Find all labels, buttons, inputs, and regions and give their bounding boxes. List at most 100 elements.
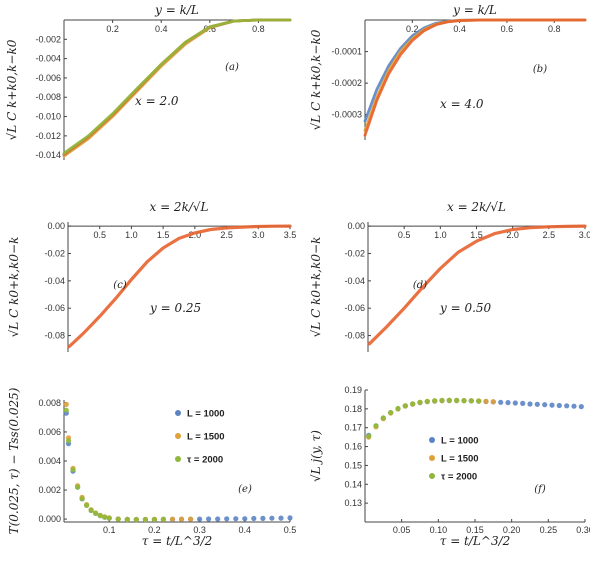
data-point	[124, 516, 130, 523]
data-point	[534, 401, 540, 407]
x-tick-label: 1.0	[125, 230, 138, 240]
x-axis-label: τ = t/L^3/2	[440, 534, 511, 548]
data-point	[133, 516, 139, 523]
data-point	[224, 516, 230, 522]
legend-swatch	[175, 456, 181, 462]
data-point	[520, 400, 526, 406]
x-tick-label: 2.5	[543, 230, 556, 240]
y-tick-label: 0.16	[344, 442, 362, 452]
data-point	[88, 507, 94, 513]
panel-annotation: y = 0.50	[439, 301, 492, 315]
x-tick-label: 3.0	[252, 230, 265, 240]
x-tick-label: 1.5	[470, 230, 483, 240]
x-tick-label: 0.4	[453, 24, 466, 34]
y-tick-label: 0.13	[344, 498, 362, 508]
data-point	[215, 516, 221, 522]
y-tick-label: -0.02	[344, 248, 365, 258]
y-tick-label: -0.008	[35, 92, 61, 102]
x-tick-label: 0.5	[284, 525, 297, 535]
x-tick-label: 0.25	[540, 525, 558, 535]
x-tick-label: 0.6	[501, 24, 514, 34]
panel-tag: (c)	[113, 280, 127, 291]
y-tick-label: -0.006	[35, 73, 61, 83]
axis-top-label: x = 2k/√L	[149, 200, 208, 214]
y-tick-label: -0.002	[35, 34, 61, 44]
data-point	[417, 399, 423, 405]
data-point	[498, 399, 504, 405]
x-tick-label: 0.5	[93, 230, 106, 240]
series-line-0	[67, 224, 292, 349]
y-tick-label: -0.0001	[331, 47, 362, 57]
y-axis-label: T(0.025, τ) − Tss(0.025)	[7, 387, 21, 534]
y-tick-label: -0.014	[35, 150, 61, 160]
data-point	[75, 484, 81, 490]
y-tick-label: 0.19	[344, 385, 362, 395]
x-tick-label: 0.2	[406, 24, 419, 34]
x-axis-label: τ = t/L^3/2	[142, 534, 213, 548]
data-point	[206, 516, 212, 522]
x-tick-label: 0.30	[576, 525, 590, 535]
y-tick-label: -0.04	[44, 276, 65, 286]
series-line-0	[367, 224, 587, 346]
data-point	[527, 401, 533, 407]
x-tick-label: 3.0	[579, 230, 590, 240]
chart-panel-a: 0.2 0.4 0.6 0.8-0.002-0.004-0.006-0.008-0.0…	[5, 3, 292, 160]
series-line-2	[62, 18, 292, 156]
legend-entry: L = 1000	[441, 436, 479, 447]
y-tick-label: 0.006	[38, 427, 61, 437]
data-point	[505, 400, 511, 406]
x-tick-label: 0.1	[103, 525, 116, 535]
x-tick-label: 1.0	[434, 230, 447, 240]
y-tick-label: 0.004	[38, 456, 61, 466]
data-point	[233, 516, 239, 522]
data-point	[424, 398, 430, 404]
data-point	[461, 398, 467, 404]
x-tick-label: 0.05	[393, 525, 411, 535]
axis-top-label: y = k/L	[452, 3, 497, 17]
data-point	[549, 402, 555, 408]
chart-panel-d: 0.5 1.0 1.5 2.0 2.5 3.0 0.00 -0.02 -0.04 -0.06 -0.…	[309, 200, 590, 352]
y-tick-label: 0.14	[344, 479, 362, 489]
panel-annotation: x = 4.0	[440, 97, 484, 111]
panel-annotation: y = 0.25	[149, 301, 201, 315]
data-point	[373, 423, 379, 429]
data-point	[188, 516, 194, 522]
panel-tag: (f)	[534, 484, 546, 495]
data-point	[63, 407, 69, 413]
chart-panel-c: 0.5 1.0 1.5 2.0 2.5 3.0 3.5 0.00 -0.02 -0.04 -0.06…	[7, 200, 296, 352]
data-point	[142, 516, 148, 523]
y-axis-label: √L C k0+k,k0−k	[309, 237, 323, 338]
data-point	[410, 401, 416, 407]
x-tick-label: 0.4	[239, 525, 252, 535]
data-point	[490, 399, 496, 405]
panel-tag: (d)	[413, 280, 427, 291]
series-line-0	[62, 18, 292, 157]
data-point	[65, 438, 72, 444]
legend-swatch	[175, 433, 181, 439]
panel-tag: (a)	[225, 62, 239, 73]
y-tick-label: 0.00	[347, 221, 365, 231]
y-tick-label: 0.008	[38, 398, 61, 408]
data-point	[102, 514, 108, 520]
data-point	[169, 516, 176, 522]
legend-entry: L = 1000	[187, 409, 225, 420]
data-point	[388, 410, 394, 416]
y-tick-label: -0.08	[44, 331, 65, 341]
axis-top-label: x = 2k/√L	[447, 200, 506, 214]
data-point	[564, 403, 570, 409]
data-point	[278, 515, 284, 521]
x-tick-label: 3.5	[284, 230, 297, 240]
y-tick-label: 0.00	[47, 221, 65, 231]
x-tick-label: 0.2	[148, 525, 161, 535]
y-tick-label: 0.17	[344, 423, 362, 433]
data-point	[242, 516, 248, 522]
chart-panel-f: 0.05 0.10 0.15 0.20 0.25 0.30 0.13 0.14 0.15 0.16…	[309, 385, 590, 548]
data-point	[63, 401, 69, 407]
y-tick-label: -0.004	[35, 54, 61, 64]
x-tick-label: 0.3	[193, 525, 206, 535]
y-axis-label: √L j(y, τ)	[309, 430, 323, 482]
x-tick-label: 2.0	[189, 230, 202, 240]
series-line-1	[62, 18, 292, 158]
legend-swatch	[429, 455, 435, 461]
